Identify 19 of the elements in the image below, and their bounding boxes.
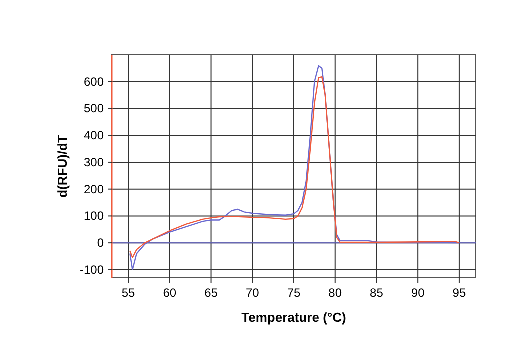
y-tick-label: 100 bbox=[84, 209, 104, 224]
x-tick-label: 75 bbox=[287, 286, 301, 300]
x-tick-label: 80 bbox=[328, 286, 342, 300]
y-tick-label: 400 bbox=[84, 128, 104, 143]
y-tick-label: 0 bbox=[97, 236, 104, 250]
x-tick-label: 60 bbox=[163, 286, 177, 300]
x-tick-label: 85 bbox=[370, 286, 384, 300]
x-tick-label: 90 bbox=[411, 286, 426, 300]
x-tick-label: 65 bbox=[204, 286, 218, 300]
y-tick-label: -100 bbox=[80, 262, 104, 277]
x-tick-label: 95 bbox=[452, 286, 466, 300]
y-tick-label: 500 bbox=[84, 102, 104, 116]
y-axis-title: d(RFU)/dT bbox=[55, 135, 70, 198]
x-axis-title: Temperature (°C) bbox=[242, 310, 346, 325]
x-tick-label: 55 bbox=[122, 286, 136, 300]
y-tick-label: 200 bbox=[84, 182, 104, 196]
y-tick-label: 600 bbox=[84, 74, 104, 89]
y-tick-label: 300 bbox=[84, 155, 104, 170]
x-tick-label: 70 bbox=[246, 286, 260, 300]
